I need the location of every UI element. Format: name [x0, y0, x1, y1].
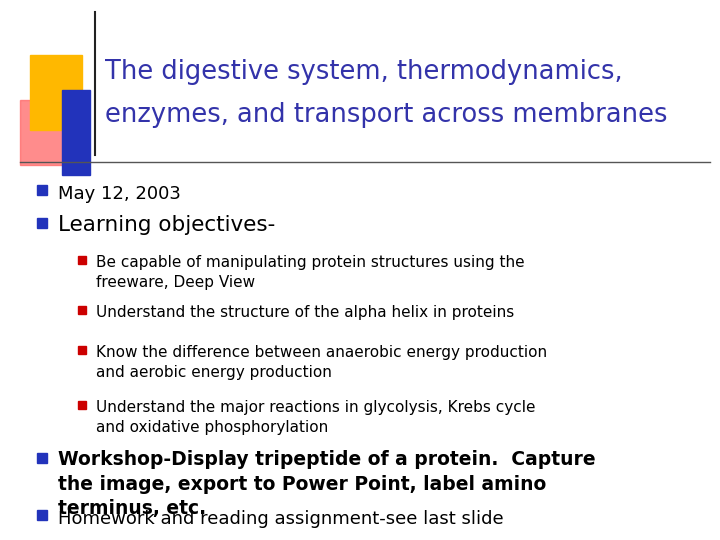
Bar: [37, 218, 47, 228]
Bar: [37, 510, 47, 520]
Text: Understand the structure of the alpha helix in proteins: Understand the structure of the alpha he…: [96, 305, 514, 320]
Bar: [37, 185, 47, 195]
Bar: [78, 346, 86, 354]
Text: The digestive system, thermodynamics,: The digestive system, thermodynamics,: [105, 59, 623, 85]
Text: Understand the major reactions in glycolysis, Krebs cycle
and oxidative phosphor: Understand the major reactions in glycol…: [96, 400, 536, 435]
Bar: [78, 256, 86, 264]
Bar: [20, 100, 78, 165]
Bar: [78, 401, 86, 409]
Bar: [30, 55, 82, 130]
Text: enzymes, and transport across membranes: enzymes, and transport across membranes: [105, 102, 667, 128]
Bar: [78, 306, 86, 314]
Bar: [62, 90, 90, 175]
Text: Homework and reading assignment-see last slide: Homework and reading assignment-see last…: [58, 510, 503, 528]
Text: Learning objectives-: Learning objectives-: [58, 215, 275, 235]
Text: Workshop-Display tripeptide of a protein.  Capture
the image, export to Power Po: Workshop-Display tripeptide of a protein…: [58, 450, 595, 518]
Text: Know the difference between anaerobic energy production
and aerobic energy produ: Know the difference between anaerobic en…: [96, 345, 547, 380]
Bar: [37, 453, 47, 463]
Text: May 12, 2003: May 12, 2003: [58, 185, 181, 203]
Text: Be capable of manipulating protein structures using the
freeware, Deep View: Be capable of manipulating protein struc…: [96, 255, 525, 290]
